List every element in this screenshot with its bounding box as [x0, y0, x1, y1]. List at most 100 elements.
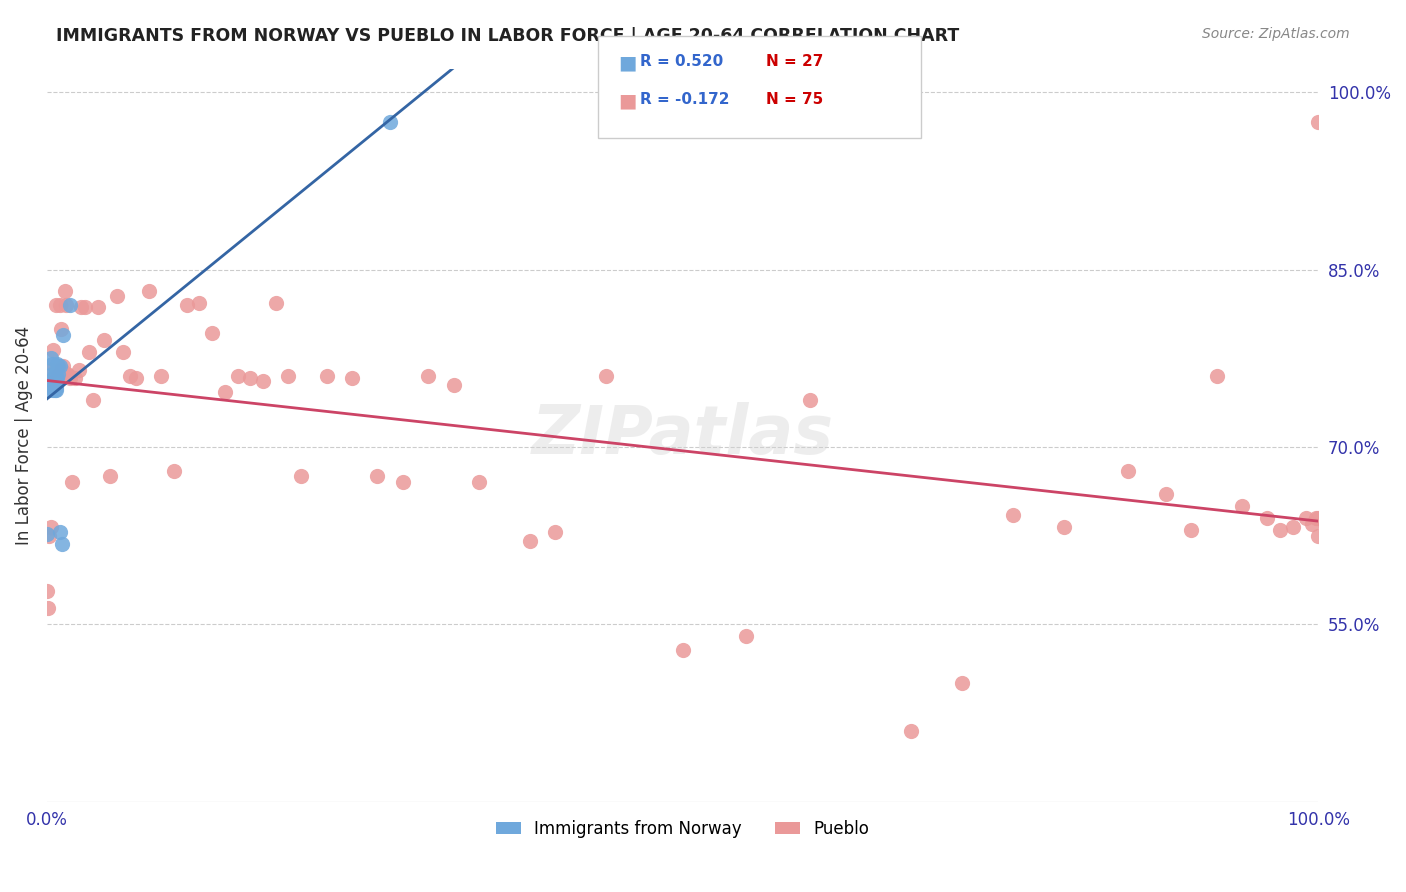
- Point: [42, 343, 65, 357]
- Point: [900, 723, 922, 738]
- Text: R = 0.520: R = 0.520: [640, 54, 723, 69]
- Point: [214, 385, 236, 400]
- Text: N = 75: N = 75: [766, 92, 824, 107]
- Point: [82, 392, 104, 407]
- Point: [468, 475, 491, 490]
- Point: [41, 363, 63, 377]
- Point: [46, 371, 69, 385]
- Point: [1301, 516, 1323, 531]
- Point: [48, 524, 70, 539]
- Point: [105, 288, 128, 302]
- Point: [35, 584, 58, 599]
- Point: [39, 520, 62, 534]
- Point: [799, 392, 821, 407]
- Point: [1002, 508, 1025, 523]
- Point: [519, 534, 541, 549]
- Point: [46, 357, 69, 371]
- Text: ■: ■: [619, 92, 637, 111]
- Point: [67, 363, 90, 377]
- Point: [252, 374, 274, 388]
- Point: [112, 345, 135, 359]
- Point: [418, 368, 440, 383]
- Point: [41, 367, 63, 381]
- Point: [1308, 114, 1330, 128]
- Text: IMMIGRANTS FROM NORWAY VS PUEBLO IN LABOR FORCE | AGE 20-64 CORRELATION CHART: IMMIGRANTS FROM NORWAY VS PUEBLO IN LABO…: [56, 27, 959, 45]
- Point: [44, 383, 66, 397]
- Point: [52, 327, 75, 342]
- Point: [1230, 499, 1253, 513]
- Point: [42, 371, 65, 385]
- Point: [315, 368, 337, 383]
- Point: [366, 469, 388, 483]
- Point: [188, 295, 211, 310]
- Point: [1308, 511, 1330, 525]
- Point: [56, 367, 79, 381]
- Point: [340, 371, 363, 385]
- Text: R = -0.172: R = -0.172: [640, 92, 730, 107]
- Point: [443, 378, 465, 392]
- Point: [49, 321, 72, 335]
- Point: [1154, 487, 1177, 501]
- Point: [176, 298, 198, 312]
- Point: [1180, 523, 1202, 537]
- Point: [48, 298, 70, 312]
- Point: [226, 368, 249, 383]
- Point: [37, 600, 59, 615]
- Point: [239, 371, 262, 385]
- Point: [87, 301, 110, 315]
- Point: [45, 298, 67, 312]
- Text: ■: ■: [619, 54, 637, 72]
- Point: [671, 643, 693, 657]
- Point: [46, 359, 69, 374]
- Point: [735, 629, 758, 643]
- Point: [201, 326, 224, 341]
- Text: Source: ZipAtlas.com: Source: ZipAtlas.com: [1202, 27, 1350, 41]
- Point: [45, 375, 67, 389]
- Point: [73, 301, 96, 315]
- Point: [392, 475, 415, 490]
- Point: [1116, 463, 1139, 477]
- Point: [45, 381, 67, 395]
- Point: [45, 378, 67, 392]
- Point: [138, 284, 160, 298]
- Point: [39, 351, 62, 366]
- Point: [44, 367, 66, 381]
- Point: [45, 371, 67, 385]
- Point: [1308, 528, 1330, 542]
- Point: [55, 298, 77, 312]
- Point: [163, 463, 186, 477]
- Point: [35, 527, 58, 541]
- Point: [41, 357, 63, 371]
- Point: [100, 469, 122, 483]
- Point: [1295, 511, 1317, 525]
- Point: [46, 367, 69, 381]
- Text: N = 27: N = 27: [766, 54, 824, 69]
- Point: [70, 301, 93, 315]
- Point: [125, 371, 148, 385]
- Point: [58, 368, 80, 383]
- Point: [1053, 520, 1076, 534]
- Point: [544, 524, 567, 539]
- Point: [38, 528, 60, 542]
- Point: [1305, 511, 1327, 525]
- Point: [46, 368, 69, 383]
- Point: [150, 368, 173, 383]
- Text: ZIPatlas: ZIPatlas: [531, 402, 834, 468]
- Point: [45, 383, 67, 397]
- Point: [48, 359, 70, 374]
- Point: [38, 383, 60, 397]
- Point: [118, 368, 141, 383]
- Point: [44, 375, 66, 389]
- Point: [1268, 523, 1291, 537]
- Y-axis label: In Labor Force | Age 20-64: In Labor Force | Age 20-64: [15, 326, 32, 545]
- Point: [1205, 368, 1227, 383]
- Point: [93, 334, 115, 348]
- Point: [595, 368, 617, 383]
- Point: [42, 383, 65, 397]
- Point: [42, 375, 65, 389]
- Point: [1256, 511, 1278, 525]
- Legend: Immigrants from Norway, Pueblo: Immigrants from Norway, Pueblo: [489, 814, 876, 845]
- Point: [53, 284, 76, 298]
- Point: [44, 368, 66, 383]
- Point: [63, 371, 86, 385]
